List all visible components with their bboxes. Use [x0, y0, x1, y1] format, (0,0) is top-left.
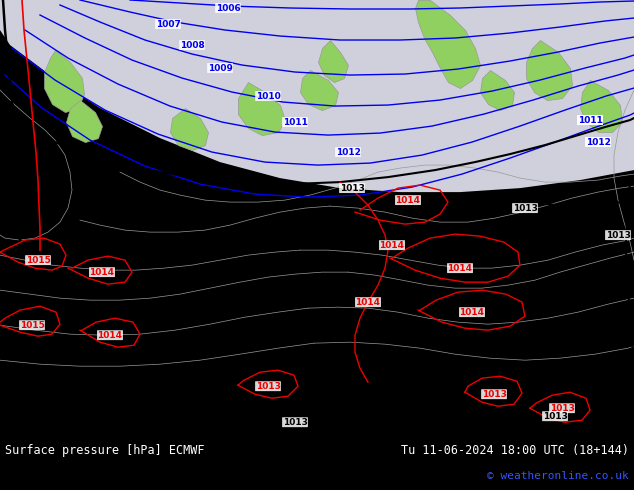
Text: 1009: 1009	[207, 64, 233, 73]
Text: 1008: 1008	[179, 41, 204, 49]
Text: 1013: 1013	[512, 204, 538, 213]
Text: 1014: 1014	[448, 264, 472, 272]
Text: 1011: 1011	[283, 118, 307, 126]
Text: 1014: 1014	[396, 196, 420, 205]
Text: 1015: 1015	[20, 320, 44, 330]
Text: 1013: 1013	[256, 382, 280, 391]
Text: 1013: 1013	[482, 390, 507, 399]
Text: 1010: 1010	[256, 92, 280, 100]
Text: 1012: 1012	[586, 138, 611, 147]
Text: 1011: 1011	[578, 116, 602, 124]
Text: 1013: 1013	[605, 231, 630, 240]
Text: 1014: 1014	[380, 241, 404, 249]
Text: 1014: 1014	[89, 268, 115, 277]
Text: 1013: 1013	[340, 184, 365, 193]
Text: Surface pressure [hPa] ECMWF: Surface pressure [hPa] ECMWF	[5, 443, 205, 457]
Text: 1015: 1015	[25, 256, 51, 265]
Text: 1014: 1014	[98, 331, 122, 340]
Text: © weatheronline.co.uk: © weatheronline.co.uk	[488, 471, 629, 481]
Text: 1012: 1012	[335, 147, 361, 157]
Text: 1013: 1013	[550, 404, 574, 413]
Text: 1013: 1013	[283, 417, 307, 427]
Text: Tu 11-06-2024 18:00 UTC (18+144): Tu 11-06-2024 18:00 UTC (18+144)	[401, 443, 629, 457]
Text: 1006: 1006	[216, 3, 240, 13]
Text: 1011: 1011	[578, 116, 602, 124]
Text: 1007: 1007	[155, 20, 181, 28]
Text: 1013: 1013	[543, 412, 567, 421]
Text: 1014: 1014	[460, 308, 484, 317]
Text: 1014: 1014	[356, 297, 380, 307]
Text: 1012: 1012	[586, 138, 611, 147]
